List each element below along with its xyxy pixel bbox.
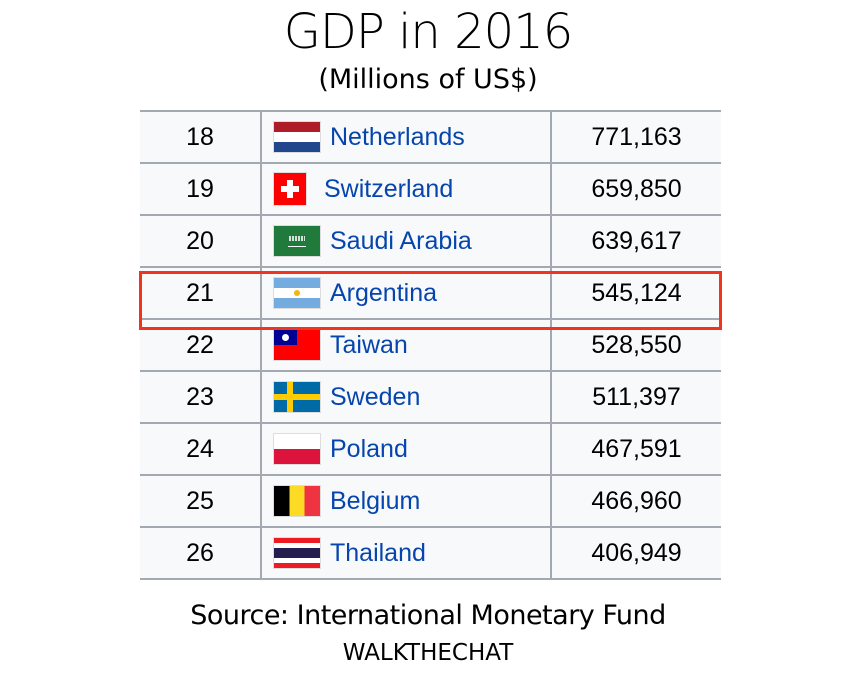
country-cell: Netherlands [260,110,552,164]
country-cell: Poland [260,422,552,476]
flag-nl-icon [274,122,320,152]
country-cell: Belgium [260,474,552,528]
rank-cell: 21 [140,266,262,320]
gdp-cell: 406,949 [550,526,721,580]
gdp-cell: 528,550 [550,318,721,372]
table-row: 19 Switzerland 659,850 [140,162,721,216]
flag-pl-icon [274,434,320,464]
table-row: 22 Taiwan 528,550 [140,318,721,372]
country-cell: Sweden [260,370,552,424]
country-cell: Thailand [260,526,552,580]
rank-cell: 23 [140,370,262,424]
page-title: GDP in 2016 [283,4,574,60]
table-row: 24 Poland 467,591 [140,422,721,476]
source-note: Source: International Monetary Fund [190,600,666,631]
country-cell: Taiwan [260,318,552,372]
rank-cell: 25 [140,474,262,528]
flag-tw-icon [274,330,320,360]
table-row: 26 Thailand 406,949 [140,526,721,580]
country-cell: Switzerland [260,162,552,216]
flag-th-icon [274,538,320,568]
country-link[interactable]: Netherlands [330,122,465,151]
table-row: 18 Netherlands 771,163 [140,110,721,164]
rank-cell: 24 [140,422,262,476]
country-link[interactable]: Thailand [330,538,426,567]
gdp-cell: 771,163 [550,110,721,164]
table-row: 20 Saudi Arabia 639,617 [140,214,721,268]
gdp-table: 18 Netherlands 771,163 19 Switzerland 659,850… [140,110,721,580]
rank-cell: 18 [140,110,262,164]
country-link[interactable]: Saudi Arabia [330,226,472,255]
rank-cell: 19 [140,162,262,216]
gdp-cell: 467,591 [550,422,721,476]
flag-be-icon [274,486,320,516]
gdp-cell: 545,124 [550,266,721,320]
country-link[interactable]: Taiwan [330,330,408,359]
flag-sa-icon [274,226,320,256]
rank-cell: 26 [140,526,262,580]
country-link[interactable]: Poland [330,434,408,463]
flag-ch-icon [274,173,306,205]
country-link[interactable]: Argentina [330,278,438,307]
gdp-cell: 639,617 [550,214,721,268]
flag-se-icon [274,382,320,412]
gdp-cell: 511,397 [550,370,721,424]
country-cell: Argentina [260,266,552,320]
table-row: 23 Sweden 511,397 [140,370,721,424]
gdp-cell: 466,960 [550,474,721,528]
gdp-cell: 659,850 [550,162,721,216]
table-row: 25 Belgium 466,960 [140,474,721,528]
table-row-highlighted: 21 Argentina 545,124 [140,266,721,320]
country-link[interactable]: Switzerland [324,174,454,203]
rank-cell: 22 [140,318,262,372]
country-link[interactable]: Belgium [330,486,421,515]
page-subtitle: (Millions of US$) [318,64,538,95]
rank-cell: 20 [140,214,262,268]
flag-ar-icon [274,278,320,308]
country-link[interactable]: Sweden [330,382,421,411]
country-cell: Saudi Arabia [260,214,552,268]
brand-watermark: WALKTHECHAT [342,640,514,666]
